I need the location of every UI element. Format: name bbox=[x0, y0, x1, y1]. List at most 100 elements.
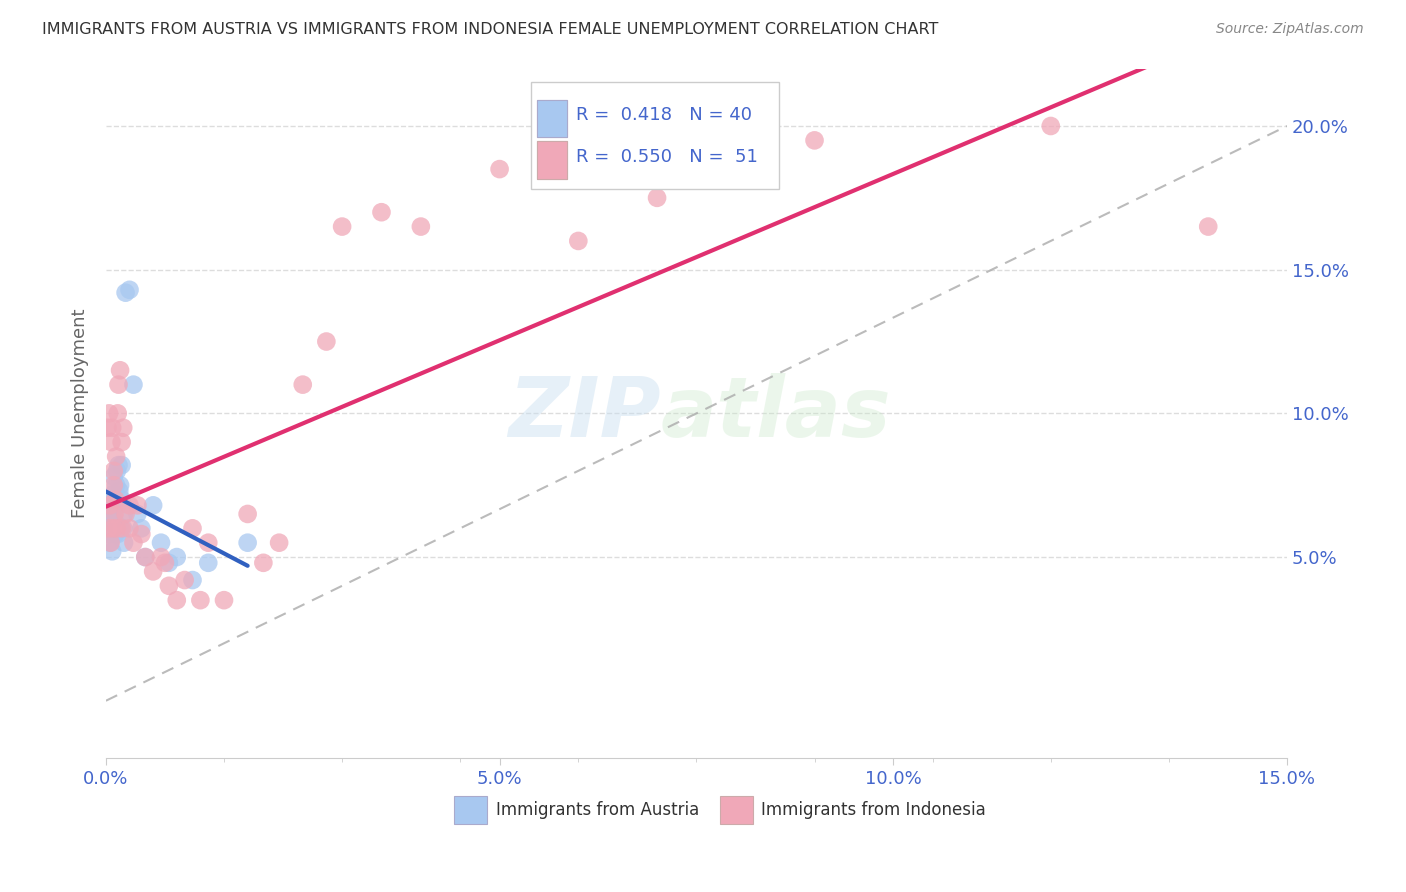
Point bbox=[111, 521, 134, 535]
Point bbox=[153, 556, 176, 570]
Text: IMMIGRANTS FROM AUSTRIA VS IMMIGRANTS FROM INDONESIA FEMALE UNEMPLOYMENT CORRELA: IMMIGRANTS FROM AUSTRIA VS IMMIGRANTS FR… bbox=[42, 22, 939, 37]
Point bbox=[150, 535, 173, 549]
FancyBboxPatch shape bbox=[531, 82, 779, 189]
Point bbox=[127, 499, 149, 513]
Point bbox=[111, 492, 134, 507]
Point bbox=[111, 458, 134, 472]
Point bbox=[330, 219, 353, 234]
Text: R =  0.418   N = 40: R = 0.418 N = 40 bbox=[576, 106, 752, 124]
Point bbox=[108, 483, 131, 498]
Point bbox=[157, 579, 180, 593]
Point bbox=[100, 507, 122, 521]
Point bbox=[315, 334, 337, 349]
Point bbox=[236, 507, 259, 521]
Point bbox=[488, 162, 510, 177]
Point bbox=[112, 535, 135, 549]
Point bbox=[101, 421, 124, 435]
Point bbox=[114, 285, 136, 300]
Point bbox=[100, 535, 122, 549]
Point bbox=[98, 499, 121, 513]
Point bbox=[181, 573, 204, 587]
Point bbox=[103, 464, 125, 478]
Point bbox=[645, 191, 668, 205]
Text: Source: ZipAtlas.com: Source: ZipAtlas.com bbox=[1216, 22, 1364, 37]
Point bbox=[105, 521, 128, 535]
FancyBboxPatch shape bbox=[537, 141, 567, 179]
Point bbox=[150, 550, 173, 565]
Y-axis label: Female Unemployment: Female Unemployment bbox=[72, 309, 89, 518]
Point bbox=[98, 406, 121, 420]
Text: Immigrants from Austria: Immigrants from Austria bbox=[496, 801, 699, 819]
Point bbox=[190, 593, 212, 607]
Point bbox=[104, 492, 127, 507]
Point bbox=[105, 450, 128, 464]
Point bbox=[1197, 219, 1219, 234]
Point bbox=[98, 527, 121, 541]
FancyBboxPatch shape bbox=[537, 141, 567, 179]
Point bbox=[100, 435, 122, 450]
Point bbox=[114, 507, 136, 521]
Point bbox=[118, 499, 141, 513]
FancyBboxPatch shape bbox=[537, 100, 567, 137]
Point bbox=[252, 556, 274, 570]
Point bbox=[122, 377, 145, 392]
Point bbox=[98, 492, 121, 507]
Point bbox=[107, 458, 129, 472]
Point bbox=[1039, 119, 1062, 133]
Point bbox=[118, 521, 141, 535]
Point bbox=[112, 507, 135, 521]
Point bbox=[107, 377, 129, 392]
Point bbox=[108, 521, 131, 535]
Point bbox=[101, 501, 124, 516]
Point bbox=[101, 544, 124, 558]
Point bbox=[197, 556, 219, 570]
Point bbox=[103, 478, 125, 492]
Point bbox=[409, 219, 432, 234]
FancyBboxPatch shape bbox=[537, 100, 567, 137]
Point bbox=[107, 406, 129, 420]
Point bbox=[97, 521, 120, 535]
Text: Immigrants from Indonesia: Immigrants from Indonesia bbox=[762, 801, 986, 819]
Point bbox=[122, 535, 145, 549]
Point bbox=[105, 464, 128, 478]
Point bbox=[118, 283, 141, 297]
Point bbox=[370, 205, 392, 219]
Text: R =  0.550   N =  51: R = 0.550 N = 51 bbox=[576, 148, 758, 166]
Point bbox=[269, 535, 291, 549]
Point bbox=[96, 421, 118, 435]
Point bbox=[134, 550, 156, 565]
Point bbox=[212, 593, 235, 607]
Point bbox=[105, 478, 128, 492]
Point bbox=[197, 535, 219, 549]
Point bbox=[107, 527, 129, 541]
Point bbox=[157, 556, 180, 570]
Text: atlas: atlas bbox=[661, 373, 891, 454]
Point bbox=[108, 363, 131, 377]
Point bbox=[131, 521, 153, 535]
FancyBboxPatch shape bbox=[454, 797, 488, 823]
Point bbox=[134, 550, 156, 565]
Point bbox=[803, 133, 825, 147]
Point bbox=[567, 234, 589, 248]
FancyBboxPatch shape bbox=[720, 797, 754, 823]
Point bbox=[101, 521, 124, 535]
Point bbox=[96, 513, 118, 527]
Point bbox=[107, 499, 129, 513]
Point bbox=[127, 507, 149, 521]
Point bbox=[291, 377, 314, 392]
Point bbox=[111, 435, 134, 450]
Point bbox=[101, 516, 124, 530]
Point bbox=[112, 421, 135, 435]
Point bbox=[173, 573, 195, 587]
Point bbox=[108, 478, 131, 492]
Point bbox=[104, 516, 127, 530]
Point bbox=[103, 469, 125, 483]
Point bbox=[97, 499, 120, 513]
Point bbox=[112, 521, 135, 535]
Point bbox=[100, 521, 122, 535]
Point bbox=[181, 521, 204, 535]
Point bbox=[166, 550, 188, 565]
Text: ZIP: ZIP bbox=[509, 373, 661, 454]
Point bbox=[236, 535, 259, 549]
Point bbox=[103, 507, 125, 521]
